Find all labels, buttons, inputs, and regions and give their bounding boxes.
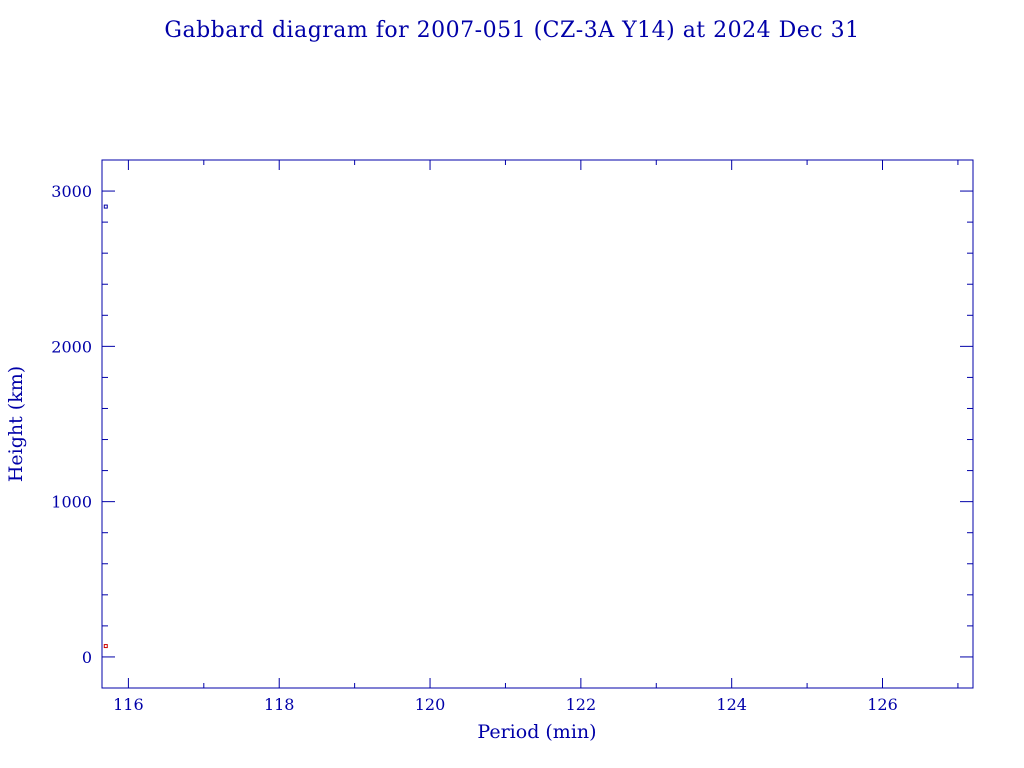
x-tick-label: 118 (264, 695, 295, 714)
x-tick-labels: 116 118 120 122 124 126 (113, 695, 898, 714)
y-tick-label: 3000 (51, 182, 92, 201)
y-tick-label: 1000 (51, 493, 92, 512)
perigee-point (103, 644, 108, 649)
x-tick-label: 116 (113, 695, 144, 714)
x-tick-label: 126 (867, 695, 898, 714)
x-tick-label: 120 (415, 695, 446, 714)
x-axis-label: Period (min) (477, 721, 596, 743)
y-tick-label: 0 (82, 648, 92, 667)
plot-frame (101, 159, 974, 689)
chart-title: Gabbard diagram for 2007-051 (CZ-3A Y14)… (164, 18, 859, 43)
x-tick-label: 122 (566, 695, 597, 714)
data-points (103, 204, 108, 649)
y-tick-labels: 0 1000 2000 3000 (51, 182, 92, 667)
apogee-point (103, 204, 108, 209)
axis-ticks (102, 159, 973, 689)
y-axis-label: Height (km) (5, 366, 27, 482)
y-tick-label: 2000 (51, 337, 92, 356)
x-tick-label: 124 (716, 695, 747, 714)
